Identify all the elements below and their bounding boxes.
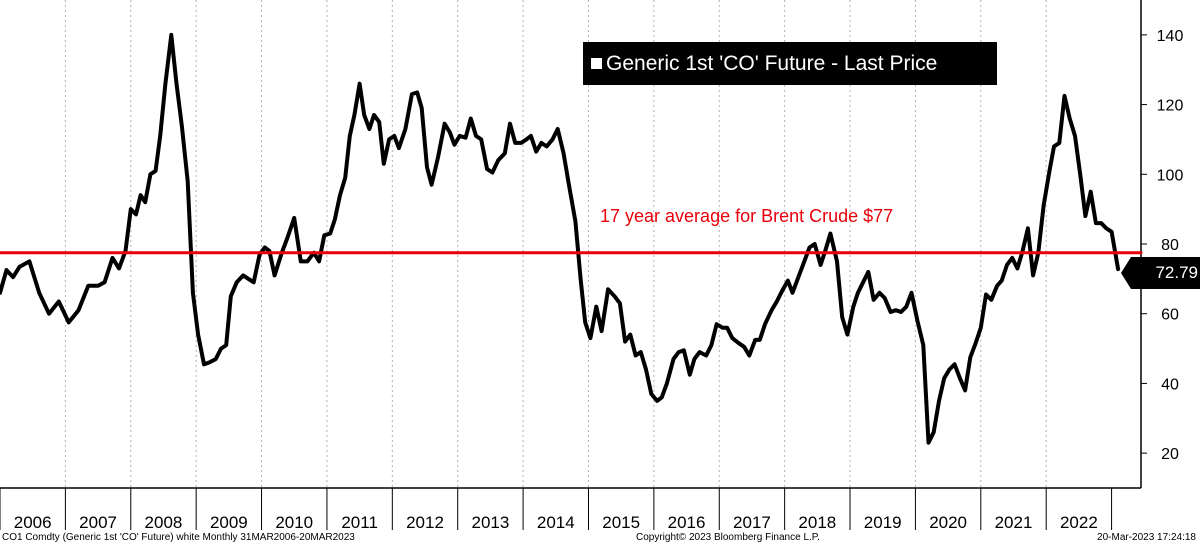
legend-swatch-icon [591, 58, 602, 69]
footer-copyright: Copyright© 2023 Bloomberg Finance L.P. [636, 532, 820, 543]
x-tick-label: 2009 [210, 513, 248, 532]
footer-source: CO1 Comdty (Generic 1st 'CO' Future) whi… [2, 532, 355, 543]
y-tick-label: 60 [1161, 307, 1179, 324]
x-tick-label: 2020 [929, 513, 967, 532]
x-axis: 2006 2007 2008 2009 2010 2011 2012 2013 2014 2015… [0, 487, 1141, 532]
x-tick-label: 2021 [995, 513, 1033, 532]
y-tick-label: 80 [1161, 237, 1179, 254]
y-tick-label: 40 [1161, 376, 1179, 393]
x-tick-label: 2022 [1060, 513, 1098, 532]
legend-label: Generic 1st 'CO' Future - Last Price [606, 51, 938, 75]
price-series-line [0, 32, 1121, 445]
y-tick-label: 140 [1157, 28, 1184, 45]
x-tick-label: 2014 [537, 513, 575, 532]
x-tick-label: 2015 [602, 513, 640, 532]
last-price-label: 72.79 [1121, 257, 1200, 289]
y-tick-label: 20 [1161, 446, 1179, 463]
x-tick-label: 2016 [668, 513, 706, 532]
x-tick-label: 2007 [79, 513, 117, 532]
chart-legend: Generic 1st 'CO' Future - Last Price [583, 42, 997, 85]
x-tick-label: 2008 [145, 513, 183, 532]
y-axis: 20 40 60 80 100 120 140 [1140, 0, 1184, 488]
x-tick-label: 2010 [275, 513, 313, 532]
y-tick-label: 120 [1157, 98, 1184, 115]
x-tick-label: 2018 [798, 513, 836, 532]
x-tick-label: 2012 [406, 513, 444, 532]
average-annotation: 17 year average for Brent Crude $77 [600, 206, 894, 226]
footer-timestamp: 20-Mar-2023 17:24:18 [1097, 532, 1196, 543]
y-tick-label: 100 [1157, 167, 1184, 184]
x-tick-label: 2013 [471, 513, 509, 532]
x-tick-label: 2006 [14, 513, 52, 532]
x-tick-label: 2017 [733, 513, 771, 532]
x-tick-label: 2019 [864, 513, 902, 532]
x-tick-label: 2011 [341, 513, 378, 532]
series-layer [0, 32, 1143, 445]
